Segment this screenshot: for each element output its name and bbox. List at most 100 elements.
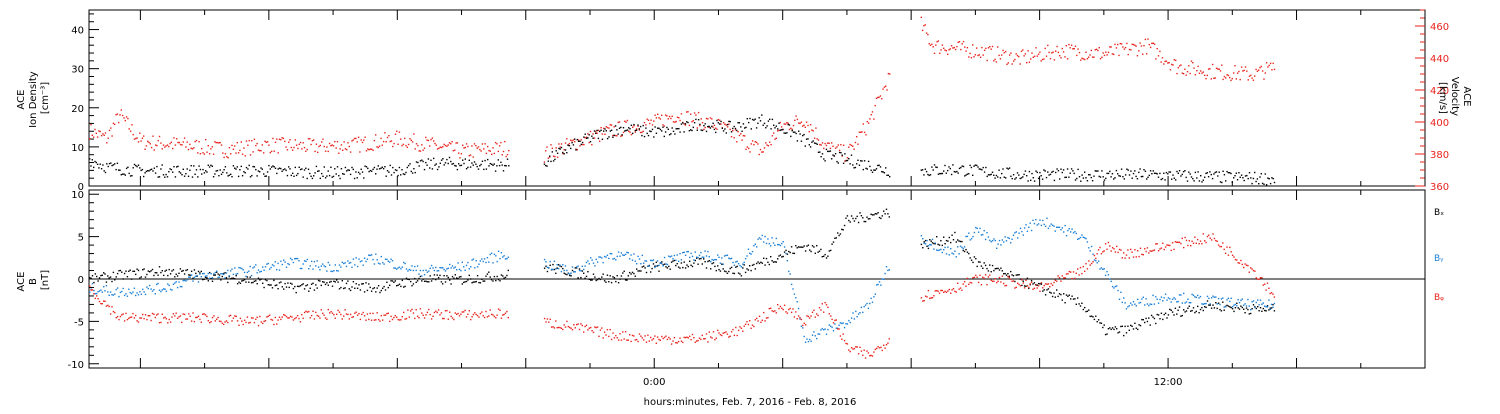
bx-point (181, 270, 183, 272)
bx-point (182, 269, 184, 272)
bz-point (754, 319, 756, 321)
by-point (96, 292, 98, 295)
bz-point (253, 321, 256, 324)
bx-point (1011, 274, 1013, 276)
by-point (313, 260, 316, 263)
velocity-point (886, 89, 888, 91)
density-point (599, 130, 601, 133)
density-point (489, 162, 491, 165)
bx-point (832, 241, 835, 243)
bz-point (280, 318, 282, 321)
bz-point (944, 290, 946, 293)
bz-point (216, 318, 218, 320)
by-point (672, 258, 674, 260)
bx-point (1195, 310, 1197, 313)
bz-point (478, 316, 480, 318)
velocity-point (566, 138, 568, 140)
density-point (1056, 168, 1058, 170)
by-point (1178, 294, 1181, 296)
velocity-point (676, 116, 679, 118)
velocity-point (730, 136, 733, 138)
bx-point (204, 276, 207, 278)
velocity-point (758, 153, 760, 156)
bx-point (1265, 310, 1267, 312)
by-point (797, 307, 800, 310)
velocity-point (286, 149, 289, 151)
bx-point (610, 281, 613, 284)
by-point (361, 260, 363, 262)
bz-point (850, 347, 853, 349)
velocity-point (749, 151, 751, 153)
bx-point (725, 270, 727, 273)
bx-point (1135, 327, 1137, 329)
by-point (1130, 302, 1132, 304)
density-point (480, 163, 482, 166)
bx-point (562, 267, 564, 270)
velocity-point (869, 118, 871, 120)
bz-point (703, 338, 705, 340)
by-point (245, 275, 247, 278)
bx-point (786, 253, 789, 255)
velocity-point (140, 140, 142, 142)
bz-point (867, 352, 870, 354)
bz-point (951, 289, 953, 291)
bz-point (235, 315, 237, 318)
bx-point (831, 243, 833, 245)
velocity-point (989, 46, 991, 48)
bz-point (236, 320, 239, 322)
bz-point (372, 312, 374, 315)
bz-point (203, 313, 205, 315)
velocity-point (678, 117, 680, 119)
bz-point (968, 283, 970, 285)
velocity-point (1101, 56, 1103, 58)
by-point (838, 324, 840, 326)
density-point (415, 161, 418, 163)
density-point (589, 141, 592, 143)
by-point (795, 297, 797, 299)
bx-point (1022, 280, 1024, 282)
velocity-point (732, 130, 734, 132)
density-point (1024, 170, 1027, 172)
velocity-point (506, 153, 509, 156)
bz-point (129, 316, 131, 319)
bz-point (1023, 287, 1026, 289)
density-point (630, 124, 633, 126)
velocity-point (190, 147, 192, 149)
velocity-point (278, 138, 281, 140)
by-point (1162, 300, 1164, 302)
bz-point (493, 315, 496, 318)
bx-point (1145, 317, 1147, 320)
velocity-point (1146, 53, 1148, 55)
density-point (600, 129, 602, 131)
density-point (263, 173, 265, 175)
by-point (224, 277, 226, 279)
bz-point (1205, 241, 1207, 244)
bx-point (1012, 275, 1015, 277)
bx-point (1266, 305, 1269, 307)
density-point (952, 164, 954, 166)
bx-point (996, 267, 998, 270)
density-point (1130, 170, 1132, 172)
bx-point (276, 284, 278, 286)
velocity-point (807, 124, 809, 127)
velocity-point (577, 139, 580, 141)
velocity-point (1200, 70, 1202, 72)
bx-point (848, 219, 850, 222)
bx-point (1063, 293, 1065, 295)
velocity-point (944, 49, 946, 51)
velocity-point (555, 147, 557, 149)
bx-point (260, 278, 262, 280)
bx-point (287, 282, 289, 284)
density-point (409, 163, 411, 165)
bz-point (1005, 284, 1008, 287)
bx-point (349, 289, 352, 292)
bx-point (132, 270, 134, 272)
bx-point (1142, 319, 1144, 321)
by-point (405, 268, 408, 270)
by-point (869, 302, 871, 305)
bz-point (548, 321, 550, 323)
velocity-point (560, 143, 563, 145)
velocity-point (1167, 62, 1169, 64)
bz-point (947, 290, 949, 292)
density-point (593, 130, 596, 132)
